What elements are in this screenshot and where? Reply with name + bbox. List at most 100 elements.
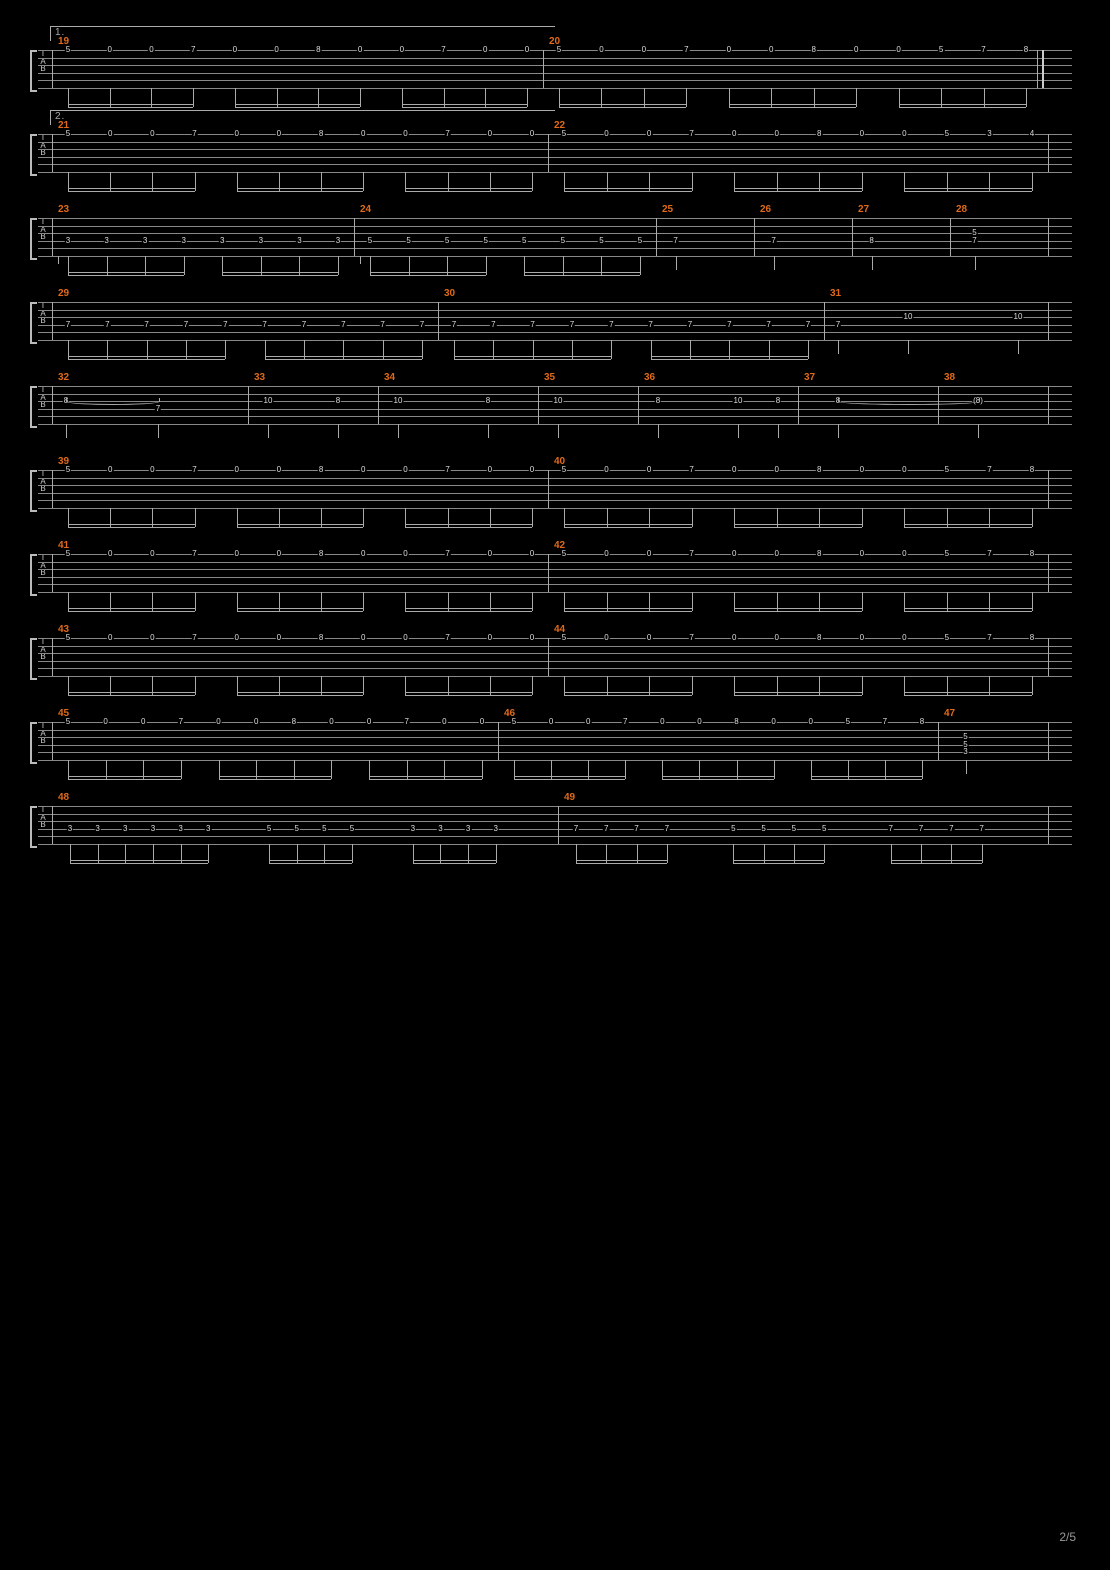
barline <box>52 134 53 172</box>
beam <box>564 188 692 189</box>
staff-line <box>38 562 1072 563</box>
stem <box>440 844 441 863</box>
fret-number: 7 <box>444 466 450 474</box>
stem <box>488 424 489 438</box>
fret-number: 0 <box>399 46 405 54</box>
beam <box>237 695 364 696</box>
stem <box>651 340 652 359</box>
fret-number: 3 <box>205 825 211 833</box>
fret-number: 0 <box>529 550 535 558</box>
stem <box>532 172 533 191</box>
beam <box>369 779 482 780</box>
system: TAB2977777777773077777777773171010 <box>38 302 1072 340</box>
fret-number: 7 <box>301 321 307 329</box>
fret-number: 7 <box>918 825 924 833</box>
fret-number: 7 <box>451 321 457 329</box>
stem <box>692 172 693 191</box>
stem <box>649 508 650 527</box>
barline <box>548 134 549 172</box>
barline <box>548 638 549 676</box>
beam <box>237 524 364 525</box>
beam-layer <box>38 676 1072 706</box>
barline <box>438 302 439 340</box>
fret-number: 7 <box>888 825 894 833</box>
stem <box>1018 340 1019 354</box>
beam <box>734 608 862 609</box>
stem <box>862 172 863 191</box>
beam <box>405 608 532 609</box>
stem <box>601 256 602 275</box>
beam <box>734 191 862 192</box>
stem <box>966 760 967 774</box>
fret-number: 7 <box>608 321 614 329</box>
stem <box>564 676 565 695</box>
tab-clef: TAB <box>36 50 50 88</box>
stem <box>490 508 491 527</box>
staff-line <box>38 386 1072 387</box>
stem <box>413 844 414 863</box>
fret-number: 7 <box>971 237 977 245</box>
beam <box>564 611 692 612</box>
barline <box>52 722 53 760</box>
beam <box>237 188 364 189</box>
stem <box>1032 508 1033 527</box>
stem <box>448 172 449 191</box>
fret-number: 0 <box>895 46 901 54</box>
stem <box>862 592 863 611</box>
stem <box>256 760 257 779</box>
fret-number: 0 <box>603 466 609 474</box>
beam <box>524 272 640 273</box>
beam <box>904 695 1032 696</box>
barline <box>1048 806 1049 844</box>
stem <box>794 844 795 863</box>
tab-staff: TAB455007008007004650070080057847553 <box>38 722 1072 760</box>
barline <box>1048 554 1049 592</box>
stem <box>734 676 735 695</box>
fret-number: 3 <box>103 237 109 245</box>
fret-number: 3 <box>410 825 416 833</box>
staff-line <box>38 485 1072 486</box>
stem <box>777 676 778 695</box>
measure-number: 25 <box>662 204 673 215</box>
stem <box>321 592 322 611</box>
beam <box>68 272 184 273</box>
stem <box>151 88 152 107</box>
fret-number: 3 <box>986 130 992 138</box>
beam <box>405 524 532 525</box>
fret-number: 5 <box>511 718 517 726</box>
fret-number: 10 <box>393 397 404 405</box>
fret-number: 0 <box>276 634 282 642</box>
stem <box>195 676 196 695</box>
tab-clef: TAB <box>36 722 50 760</box>
stem <box>468 844 469 863</box>
fret-number: 0 <box>773 130 779 138</box>
fret-number: 7 <box>672 237 678 245</box>
beam <box>413 860 496 861</box>
fret-number: 0 <box>107 634 113 642</box>
fret-number: 0 <box>233 550 239 558</box>
stem <box>448 592 449 611</box>
barline <box>52 806 53 844</box>
fret-number: 8 <box>318 550 324 558</box>
stem <box>110 592 111 611</box>
fret-number: 5 <box>944 130 950 138</box>
stem <box>110 88 111 107</box>
barline <box>538 386 539 424</box>
stem <box>601 88 602 107</box>
fret-number: 7 <box>440 46 446 54</box>
barline <box>52 50 53 88</box>
staff-line <box>38 409 1072 410</box>
stem <box>338 256 339 275</box>
stem <box>405 676 406 695</box>
beam <box>564 191 692 192</box>
beam <box>405 692 532 693</box>
beam <box>514 779 625 780</box>
measure-number: 32 <box>58 372 69 383</box>
stem <box>640 256 641 275</box>
barline <box>852 218 853 256</box>
page-number: 2/5 <box>1059 1530 1076 1544</box>
stem <box>564 592 565 611</box>
stem <box>947 676 948 695</box>
fret-number: 0 <box>641 46 647 54</box>
fret-number: 0 <box>529 634 535 642</box>
